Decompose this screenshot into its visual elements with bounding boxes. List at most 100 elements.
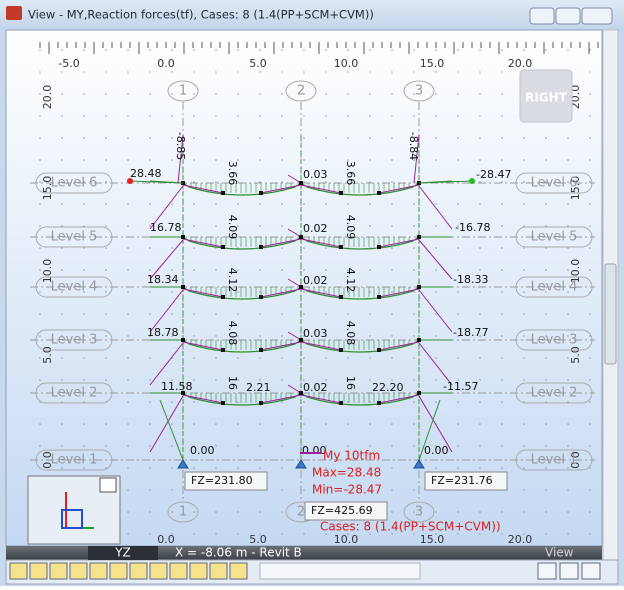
grid-dot <box>325 423 327 425</box>
grid-dot <box>281 137 283 139</box>
moment-curve <box>300 236 420 250</box>
grid-dot <box>83 291 85 293</box>
grid-dot <box>567 247 569 249</box>
grid-dot <box>193 181 195 183</box>
grid-dot <box>457 71 459 73</box>
node <box>299 285 303 289</box>
grid-dot <box>457 93 459 95</box>
level-label: Level 3 <box>531 333 578 348</box>
grid-dot <box>149 335 151 337</box>
grid-dot <box>61 467 63 469</box>
level-tag <box>515 276 593 298</box>
grid-dot <box>589 203 591 205</box>
grid-dot <box>369 533 371 535</box>
grid-dot <box>369 269 371 271</box>
grid-dot <box>567 137 569 139</box>
grid-dot <box>325 203 327 205</box>
grid-dot <box>413 401 415 403</box>
ruler-label: 20.0 <box>41 85 54 110</box>
toolbar-button[interactable] <box>189 562 208 580</box>
toolbar-button[interactable] <box>129 562 148 580</box>
node <box>377 401 381 405</box>
status-button[interactable]: View <box>545 546 574 560</box>
grid-dot <box>369 401 371 403</box>
grid-dot <box>501 423 503 425</box>
grid-dot <box>39 159 41 161</box>
reaction-box <box>184 471 268 491</box>
node <box>339 245 343 249</box>
grid-dot <box>501 291 503 293</box>
moment-line <box>418 289 453 333</box>
grid-dot <box>237 357 239 359</box>
toolbar-button[interactable] <box>559 562 579 580</box>
toolbar-button[interactable] <box>169 562 188 580</box>
toolbar-button[interactable] <box>109 562 128 580</box>
grid-dot <box>369 445 371 447</box>
grid-dot <box>127 225 129 227</box>
grid-dot <box>325 269 327 271</box>
moment-line <box>129 180 184 184</box>
maximize-button[interactable] <box>555 7 581 25</box>
grid-dot <box>567 159 569 161</box>
toolbar-button[interactable] <box>581 562 601 580</box>
grid-dot <box>127 423 129 425</box>
toolbar-button[interactable] <box>9 562 28 580</box>
grid-dot <box>61 71 63 73</box>
grid-dot <box>457 313 459 315</box>
toolbar-button[interactable] <box>69 562 88 580</box>
grid-dot <box>347 467 349 469</box>
grid-dot <box>171 291 173 293</box>
toolbar-button[interactable] <box>229 562 248 580</box>
moment-line <box>260 238 302 248</box>
support <box>177 459 189 469</box>
status-view: YZ <box>114 546 131 560</box>
grid-dot <box>303 445 305 447</box>
minimize-button[interactable] <box>529 7 555 25</box>
toolbar-button[interactable] <box>209 562 228 580</box>
grid-dot <box>259 423 261 425</box>
grid-dot <box>523 423 525 425</box>
grid-dot <box>545 291 547 293</box>
grid-dot <box>83 93 85 95</box>
grid-dot <box>171 489 173 491</box>
grid-dot <box>61 269 63 271</box>
grid-dot <box>39 313 41 315</box>
toolbar-button[interactable] <box>49 562 68 580</box>
grid-dot <box>83 423 85 425</box>
grid-dot <box>325 313 327 315</box>
moment-label: 0.02 <box>303 381 328 394</box>
grid-dot <box>193 511 195 513</box>
grid-dot <box>413 247 415 249</box>
grid-dot <box>325 115 327 117</box>
grid-dot <box>523 357 525 359</box>
grid-dot <box>83 335 85 337</box>
moment-line <box>182 184 224 194</box>
close-button[interactable] <box>581 7 613 25</box>
grid-dot <box>457 467 459 469</box>
moment-label: 0.03 <box>303 168 328 181</box>
grid-dot <box>347 269 349 271</box>
grid-dot <box>567 291 569 293</box>
grid-dot <box>501 511 503 513</box>
toolbar-button[interactable] <box>89 562 108 580</box>
grid-dot <box>193 533 195 535</box>
scroll-thumb[interactable] <box>604 263 617 365</box>
grid-dot <box>567 203 569 205</box>
grid-dot <box>567 49 569 51</box>
grid-dot <box>501 401 503 403</box>
support <box>295 459 307 469</box>
ruler-label: 15.0 <box>41 176 54 201</box>
moment-label: 22.20 <box>372 381 404 394</box>
grid-dot <box>171 467 173 469</box>
grid-dot <box>193 93 195 95</box>
grid-dot <box>457 115 459 117</box>
toolbar-button[interactable] <box>149 562 168 580</box>
toolbar-button[interactable] <box>29 562 48 580</box>
node <box>299 181 303 185</box>
grid-dot <box>259 467 261 469</box>
horizontal-scrollbar[interactable] <box>259 562 421 580</box>
grid-dot <box>369 423 371 425</box>
grid-dot <box>127 247 129 249</box>
moment-label: 28.48 <box>130 167 162 180</box>
toolbar-button[interactable] <box>537 562 557 580</box>
